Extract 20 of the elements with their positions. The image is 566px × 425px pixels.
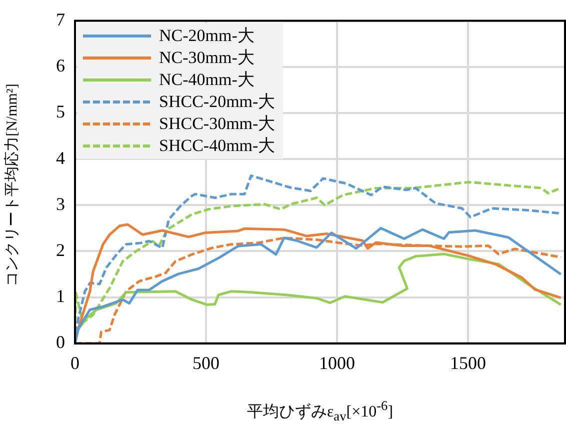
legend-label: SHCC-40mm-大 (159, 134, 276, 157)
x-tick-label: 0 (70, 352, 80, 373)
x-axis-title: 平均ひずみε$_{av}$[×10$^{-6}$] (246, 398, 394, 425)
legend-label: NC-30mm-大 (159, 46, 254, 69)
legend-label: SHCC-20mm-大 (159, 90, 276, 113)
y-tick-label: 5 (56, 102, 65, 122)
y-axis-title: コンクリート平均応力[N/mm²] (2, 84, 22, 286)
x-tick-label: 500 (192, 352, 220, 373)
y-tick-label: 2 (56, 240, 65, 260)
y-tick-label: 6 (56, 56, 65, 76)
y-tick-label: 0 (56, 332, 65, 352)
y-tick-label: 3 (56, 194, 65, 214)
y-tick-label: 1 (56, 286, 65, 306)
x-tick-label: 1500 (450, 352, 486, 373)
legend-label: NC-20mm-大 (159, 24, 254, 47)
x-tick-label: 1000 (319, 352, 356, 373)
y-tick-label: 7 (56, 10, 65, 30)
legend-label: SHCC-30mm-大 (159, 112, 276, 135)
legend-label: NC-40mm-大 (159, 68, 254, 91)
y-tick-label: 4 (56, 148, 65, 168)
